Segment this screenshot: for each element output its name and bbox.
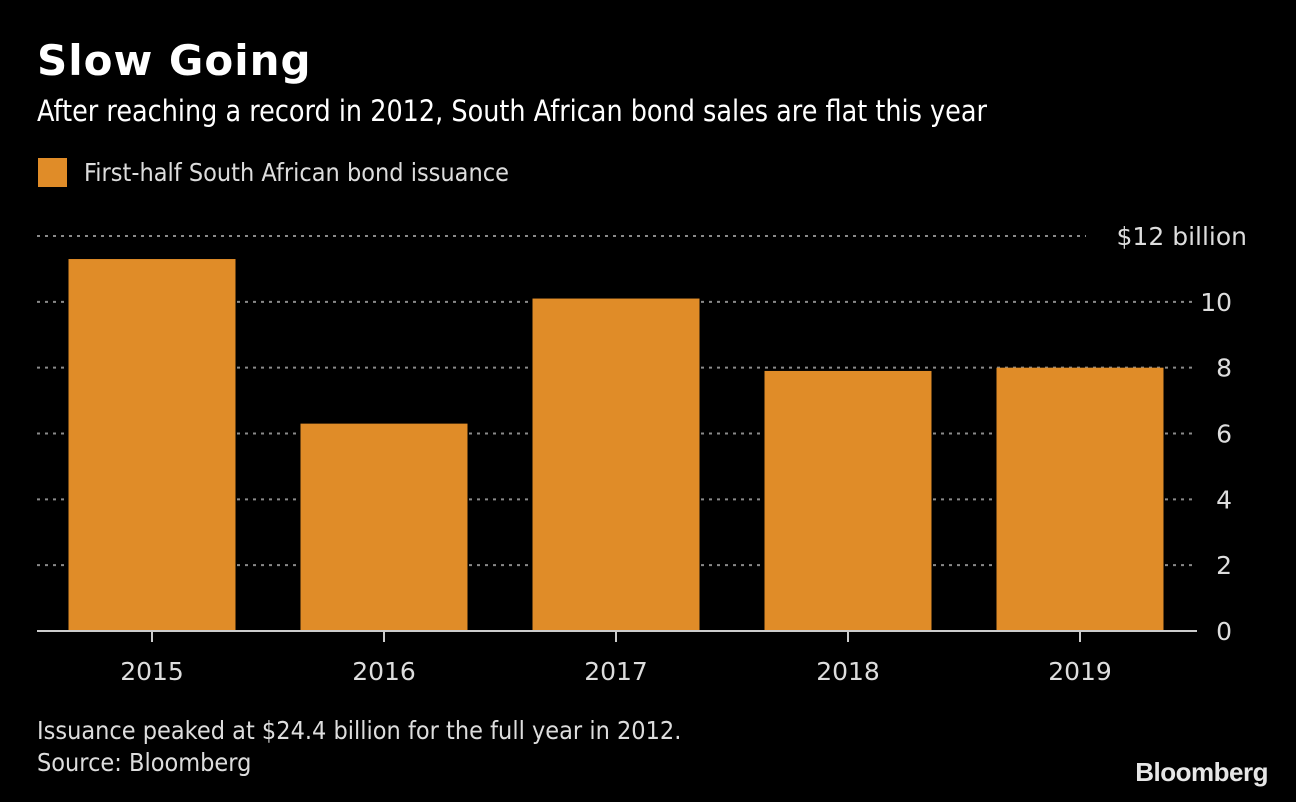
chart-subtitle: After reaching a record in 2012, South A…: [37, 94, 987, 128]
bloomberg-logo: Bloomberg: [1135, 757, 1268, 787]
y-tick-label: $12 billion: [1117, 222, 1247, 251]
x-tick-label: 2018: [816, 657, 880, 686]
bar-2017: [532, 298, 700, 631]
x-tick-label: 2016: [352, 657, 416, 686]
y-tick-label: 2: [1216, 551, 1232, 580]
bar-2015: [68, 259, 236, 631]
legend-label: First-half South African bond issuance: [84, 158, 509, 187]
legend-swatch: [38, 158, 67, 187]
x-tick-label: 2017: [584, 657, 648, 686]
footnote: Issuance peaked at $24.4 billion for the…: [37, 715, 681, 779]
footnote-note: Issuance peaked at $24.4 billion for the…: [37, 716, 682, 745]
y-tick-label: 10: [1200, 288, 1232, 317]
y-tick-label: 4: [1216, 485, 1232, 514]
legend: First-half South African bond issuance: [38, 158, 556, 187]
footnote-source: Source: Bloomberg: [37, 748, 252, 777]
chart-title: Slow Going: [37, 36, 312, 85]
bar-2018: [764, 370, 932, 631]
bar-2016: [300, 423, 468, 631]
x-tick-label: 2019: [1048, 657, 1112, 686]
y-tick-label: 8: [1216, 354, 1232, 383]
y-tick-label: 6: [1216, 420, 1232, 449]
bar-2019: [996, 367, 1164, 631]
y-tick-label: 0: [1216, 617, 1232, 646]
x-tick-label: 2015: [120, 657, 184, 686]
